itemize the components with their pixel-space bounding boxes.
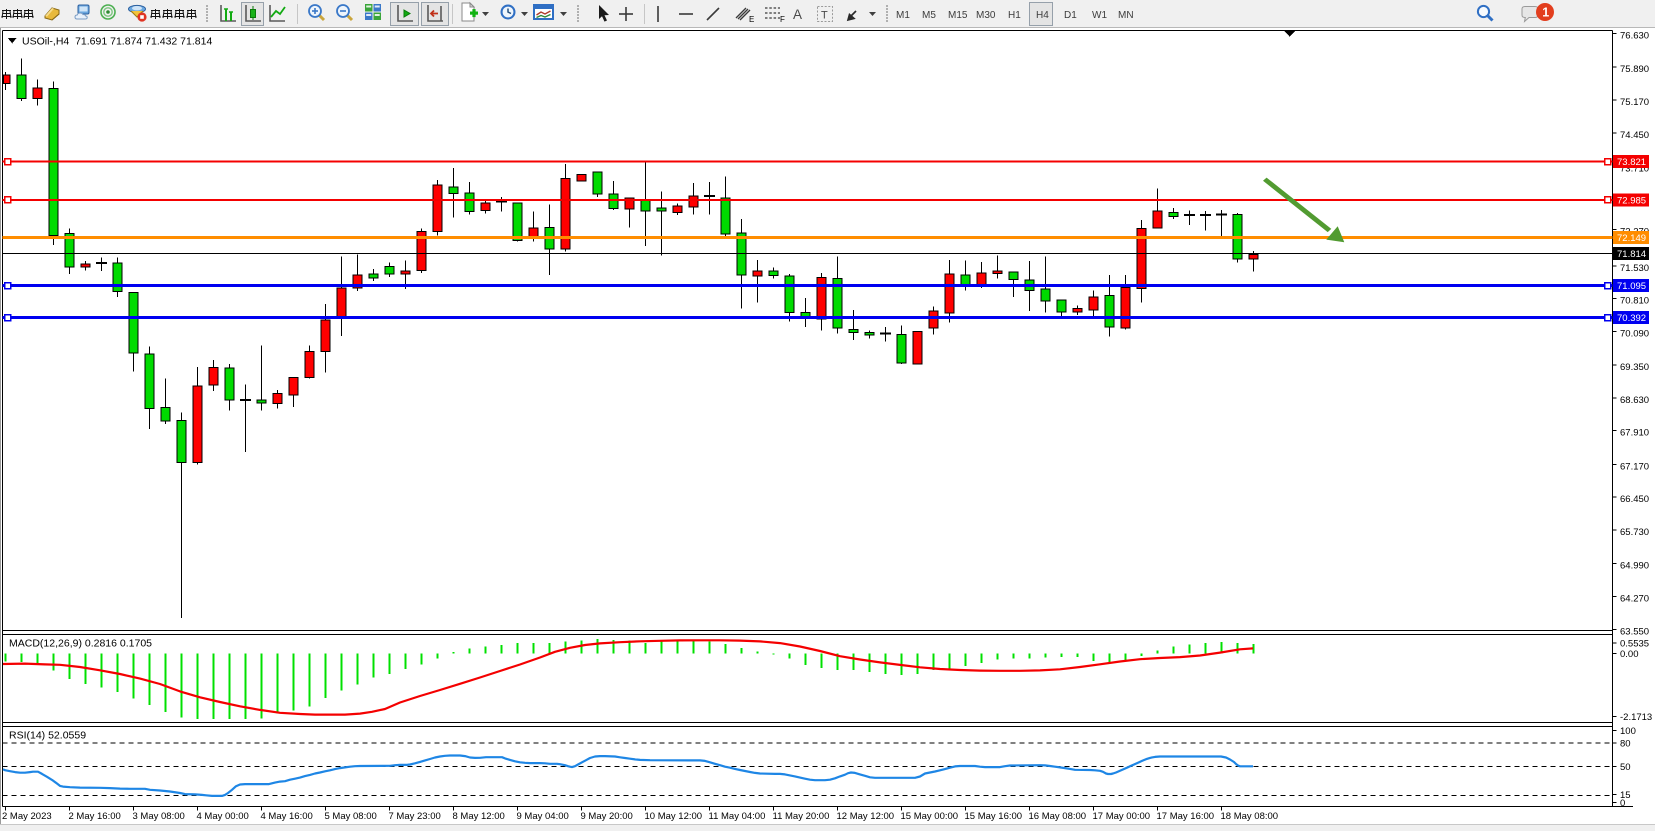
svg-text:A: A xyxy=(793,7,802,22)
svg-text:2 May 2023: 2 May 2023 xyxy=(2,811,52,822)
svg-text:H4: H4 xyxy=(1036,10,1049,21)
svg-text:80: 80 xyxy=(1620,738,1631,749)
svg-text:4 May 00:00: 4 May 00:00 xyxy=(197,811,249,822)
svg-text:76.630: 76.630 xyxy=(1620,31,1649,42)
svg-text:0.5535: 0.5535 xyxy=(1620,639,1649,650)
svg-text:75.170: 75.170 xyxy=(1620,97,1649,108)
svg-text:5 May 08:00: 5 May 08:00 xyxy=(325,811,377,822)
svg-text:W1: W1 xyxy=(1092,10,1107,21)
svg-text:68.630: 68.630 xyxy=(1620,395,1649,406)
svg-text:70.090: 70.090 xyxy=(1620,328,1649,339)
svg-text:71.814: 71.814 xyxy=(1617,249,1646,260)
svg-text:67.170: 67.170 xyxy=(1620,461,1649,472)
svg-text:71.095: 71.095 xyxy=(1617,281,1646,292)
svg-text:67.910: 67.910 xyxy=(1620,428,1649,439)
svg-text:0: 0 xyxy=(1620,798,1625,809)
svg-text:7 May 23:00: 7 May 23:00 xyxy=(389,811,441,822)
svg-text:70.392: 70.392 xyxy=(1617,313,1646,324)
svg-text:M1: M1 xyxy=(896,10,910,21)
svg-text:16 May 08:00: 16 May 08:00 xyxy=(1029,811,1087,822)
svg-text:D1: D1 xyxy=(1064,10,1077,21)
svg-text:9 May 04:00: 9 May 04:00 xyxy=(517,811,569,822)
svg-text:73.821: 73.821 xyxy=(1617,157,1646,168)
svg-text:-2.1713: -2.1713 xyxy=(1620,712,1652,723)
svg-text:0.00: 0.00 xyxy=(1620,649,1639,660)
svg-text:4 May 16:00: 4 May 16:00 xyxy=(261,811,313,822)
svg-text:1: 1 xyxy=(1542,6,1549,20)
svg-text:3 May 08:00: 3 May 08:00 xyxy=(133,811,185,822)
svg-text:8 May 12:00: 8 May 12:00 xyxy=(453,811,505,822)
svg-text:65.730: 65.730 xyxy=(1620,527,1649,538)
svg-text:75.890: 75.890 xyxy=(1620,64,1649,75)
svg-text:11 May 04:00: 11 May 04:00 xyxy=(709,811,766,822)
svg-text:M5: M5 xyxy=(922,10,936,21)
svg-text:9 May 20:00: 9 May 20:00 xyxy=(581,811,633,822)
svg-text:17 May 00:00: 17 May 00:00 xyxy=(1093,811,1151,822)
svg-text:MACD(12,26,9) 0.2816 0.1705: MACD(12,26,9) 0.2816 0.1705 xyxy=(9,638,152,650)
svg-text:T: T xyxy=(821,10,828,22)
svg-text:15 May 00:00: 15 May 00:00 xyxy=(901,811,959,822)
svg-text:71.530: 71.530 xyxy=(1620,263,1649,274)
svg-text:50: 50 xyxy=(1620,762,1631,773)
svg-text:63.550: 63.550 xyxy=(1620,626,1649,637)
svg-text:69.350: 69.350 xyxy=(1620,362,1649,373)
svg-text:RSI(14) 52.0559: RSI(14) 52.0559 xyxy=(9,730,86,742)
svg-text:72.149: 72.149 xyxy=(1617,233,1646,244)
svg-text:M15: M15 xyxy=(948,10,968,21)
svg-text:66.450: 66.450 xyxy=(1620,494,1649,505)
svg-text:15: 15 xyxy=(1620,790,1631,801)
svg-text:MN: MN xyxy=(1118,10,1134,21)
svg-text:73.710: 73.710 xyxy=(1620,164,1649,175)
svg-text:11 May 20:00: 11 May 20:00 xyxy=(773,811,830,822)
svg-text:12 May 12:00: 12 May 12:00 xyxy=(837,811,895,822)
svg-text:100: 100 xyxy=(1620,726,1636,737)
svg-text:18 May 08:00: 18 May 08:00 xyxy=(1221,811,1279,822)
svg-text:M30: M30 xyxy=(976,10,996,21)
svg-text:64.990: 64.990 xyxy=(1620,561,1649,572)
svg-text:USOil-,H4 71.691 71.874 71.43: USOil-,H4 71.691 71.874 71.432 71.814 xyxy=(22,36,212,48)
svg-text:2 May 16:00: 2 May 16:00 xyxy=(69,811,121,822)
svg-text:F: F xyxy=(780,15,785,24)
svg-text:17 May 16:00: 17 May 16:00 xyxy=(1157,811,1215,822)
svg-text:H1: H1 xyxy=(1008,10,1021,21)
svg-text:70.810: 70.810 xyxy=(1620,296,1649,307)
svg-text:64.270: 64.270 xyxy=(1620,594,1649,605)
svg-text:10 May 12:00: 10 May 12:00 xyxy=(645,811,703,822)
svg-text:74.450: 74.450 xyxy=(1620,130,1649,141)
svg-text:E: E xyxy=(749,15,754,24)
svg-text:72.985: 72.985 xyxy=(1617,195,1646,206)
svg-text:15 May 16:00: 15 May 16:00 xyxy=(965,811,1023,822)
